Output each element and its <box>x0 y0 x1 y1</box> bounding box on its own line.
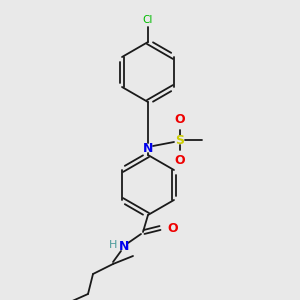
Text: O: O <box>175 113 185 126</box>
Text: O: O <box>167 221 178 235</box>
Text: O: O <box>175 154 185 167</box>
Text: N: N <box>143 142 153 154</box>
Text: S: S <box>176 134 184 146</box>
Text: Cl: Cl <box>143 15 153 25</box>
Text: N: N <box>119 239 129 253</box>
Text: H: H <box>109 240 117 250</box>
